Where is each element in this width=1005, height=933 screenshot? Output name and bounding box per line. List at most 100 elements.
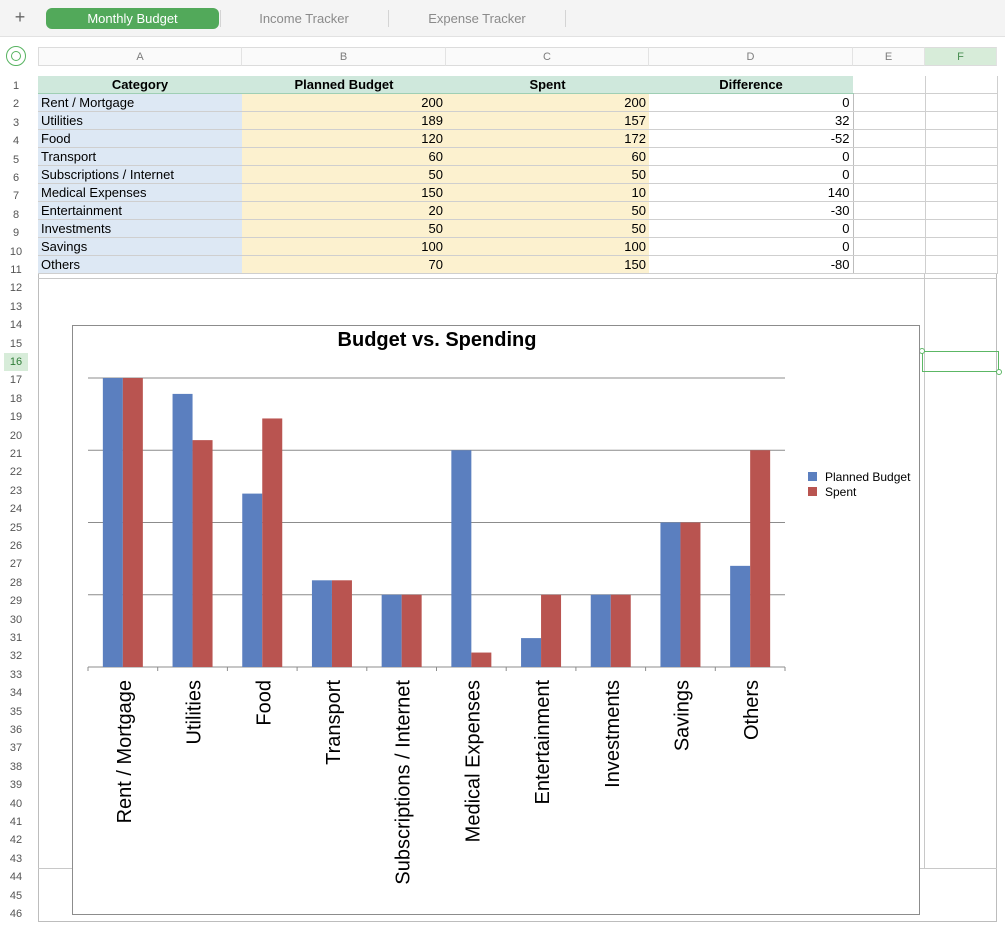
row-header[interactable]: 38 (9, 760, 23, 773)
difference-cell[interactable]: 0 (649, 219, 854, 238)
empty-cell[interactable] (925, 237, 998, 256)
row-header[interactable]: 10 (9, 245, 23, 258)
planned-cell[interactable]: 60 (242, 147, 446, 166)
category-cell[interactable]: Entertainment (38, 201, 242, 220)
empty-cell[interactable] (853, 237, 926, 256)
header-difference[interactable]: Difference (649, 76, 853, 94)
row-header[interactable]: 39 (9, 779, 23, 792)
column-header-d[interactable]: D (649, 47, 853, 66)
planned-cell[interactable]: 50 (242, 219, 446, 238)
row-header[interactable]: 30 (9, 613, 23, 626)
category-cell[interactable]: Medical Expenses (38, 183, 242, 202)
difference-cell[interactable]: 0 (649, 165, 854, 184)
planned-cell[interactable]: 200 (242, 93, 446, 112)
tab-expense-tracker[interactable]: Expense Tracker (428, 11, 526, 26)
empty-cell[interactable] (853, 183, 926, 202)
header-spent[interactable]: Spent (446, 76, 649, 94)
empty-cell[interactable] (925, 147, 998, 166)
spent-cell[interactable]: 157 (446, 111, 649, 130)
row-header[interactable]: 42 (9, 834, 23, 847)
category-cell[interactable]: Rent / Mortgage (38, 93, 242, 112)
empty-cell[interactable] (853, 111, 926, 130)
empty-cell[interactable] (925, 255, 998, 274)
row-header[interactable]: 24 (9, 503, 23, 516)
column-header-a[interactable]: A (38, 47, 242, 66)
column-header-c[interactable]: C (446, 47, 649, 66)
empty-cell[interactable] (853, 165, 926, 184)
row-header[interactable]: 17 (9, 374, 23, 387)
row-header[interactable]: 3 (12, 116, 20, 129)
category-cell[interactable]: Others (38, 255, 242, 274)
row-header[interactable]: 1 (12, 80, 20, 92)
row-header[interactable]: 41 (9, 816, 23, 828)
difference-cell[interactable]: -52 (649, 129, 854, 148)
difference-cell[interactable]: 0 (649, 93, 854, 112)
category-cell[interactable]: Transport (38, 147, 242, 166)
row-header[interactable]: 33 (9, 668, 23, 681)
spent-cell[interactable]: 60 (446, 147, 649, 166)
planned-cell[interactable]: 189 (242, 111, 446, 130)
empty-cell[interactable] (853, 93, 926, 112)
category-cell[interactable]: Subscriptions / Internet (38, 165, 242, 184)
row-header[interactable]: 45 (9, 889, 23, 902)
spent-cell[interactable]: 100 (446, 237, 649, 256)
planned-cell[interactable]: 100 (242, 237, 446, 256)
row-header[interactable]: 9 (12, 227, 20, 240)
empty-cell[interactable] (925, 183, 998, 202)
column-header-b[interactable]: B (242, 47, 446, 66)
add-sheet-icon[interactable]: + (14, 7, 26, 27)
row-header[interactable]: 46 (9, 908, 23, 920)
row-header[interactable]: 15 (9, 337, 23, 350)
planned-cell[interactable]: 70 (242, 255, 446, 274)
category-cell[interactable]: Investments (38, 219, 242, 238)
row-header[interactable]: 5 (12, 153, 20, 166)
empty-cell[interactable] (853, 147, 926, 166)
row-header[interactable]: 26 (9, 540, 23, 552)
row-header[interactable]: 7 (12, 190, 20, 203)
row-header[interactable]: 14 (9, 319, 23, 332)
row-header[interactable]: 44 (9, 871, 23, 884)
row-header[interactable]: 4 (12, 135, 20, 148)
row-header[interactable]: 34 (9, 687, 23, 700)
selected-cell[interactable] (922, 351, 999, 372)
difference-cell[interactable]: 0 (649, 237, 854, 256)
difference-cell[interactable]: -80 (649, 255, 854, 274)
column-header-e[interactable]: E (853, 47, 925, 66)
empty-cell[interactable] (925, 219, 998, 238)
empty-cell[interactable] (925, 165, 998, 184)
spent-cell[interactable]: 10 (446, 183, 649, 202)
category-cell[interactable]: Food (38, 129, 242, 148)
planned-cell[interactable]: 120 (242, 129, 446, 148)
spent-cell[interactable]: 50 (446, 165, 649, 184)
tab-monthly-budget[interactable]: Monthly Budget (46, 8, 219, 29)
difference-cell[interactable]: -30 (649, 201, 854, 220)
row-header[interactable]: 28 (9, 576, 23, 589)
difference-cell[interactable]: 140 (649, 183, 854, 202)
empty-cell[interactable] (853, 129, 926, 148)
category-cell[interactable]: Utilities (38, 111, 242, 130)
row-header[interactable]: 25 (9, 521, 23, 534)
row-header[interactable]: 29 (9, 595, 23, 608)
selection-handle-icon[interactable] (996, 369, 1002, 375)
row-header[interactable]: 16 (4, 353, 28, 371)
empty-cell[interactable] (925, 76, 998, 94)
header-category[interactable]: Category (38, 76, 242, 94)
row-header[interactable]: 20 (9, 429, 23, 442)
difference-cell[interactable]: 32 (649, 111, 854, 130)
planned-cell[interactable]: 20 (242, 201, 446, 220)
empty-cell[interactable] (925, 201, 998, 220)
row-header[interactable]: 13 (9, 300, 23, 313)
spent-cell[interactable]: 50 (446, 201, 649, 220)
header-planned-budget[interactable]: Planned Budget (242, 76, 446, 94)
empty-cell[interactable] (925, 111, 998, 130)
row-header[interactable]: 8 (12, 208, 20, 221)
budget-chart[interactable]: Budget vs. Spending Rent / Mortgage Utili… (72, 325, 920, 915)
spent-cell[interactable]: 200 (446, 93, 649, 112)
empty-cell[interactable] (925, 129, 998, 148)
row-header[interactable]: 12 (9, 282, 23, 295)
spent-cell[interactable]: 172 (446, 129, 649, 148)
row-header[interactable]: 37 (9, 742, 23, 755)
row-header[interactable]: 23 (9, 484, 23, 497)
row-header[interactable]: 19 (9, 411, 23, 424)
planned-cell[interactable]: 150 (242, 183, 446, 202)
